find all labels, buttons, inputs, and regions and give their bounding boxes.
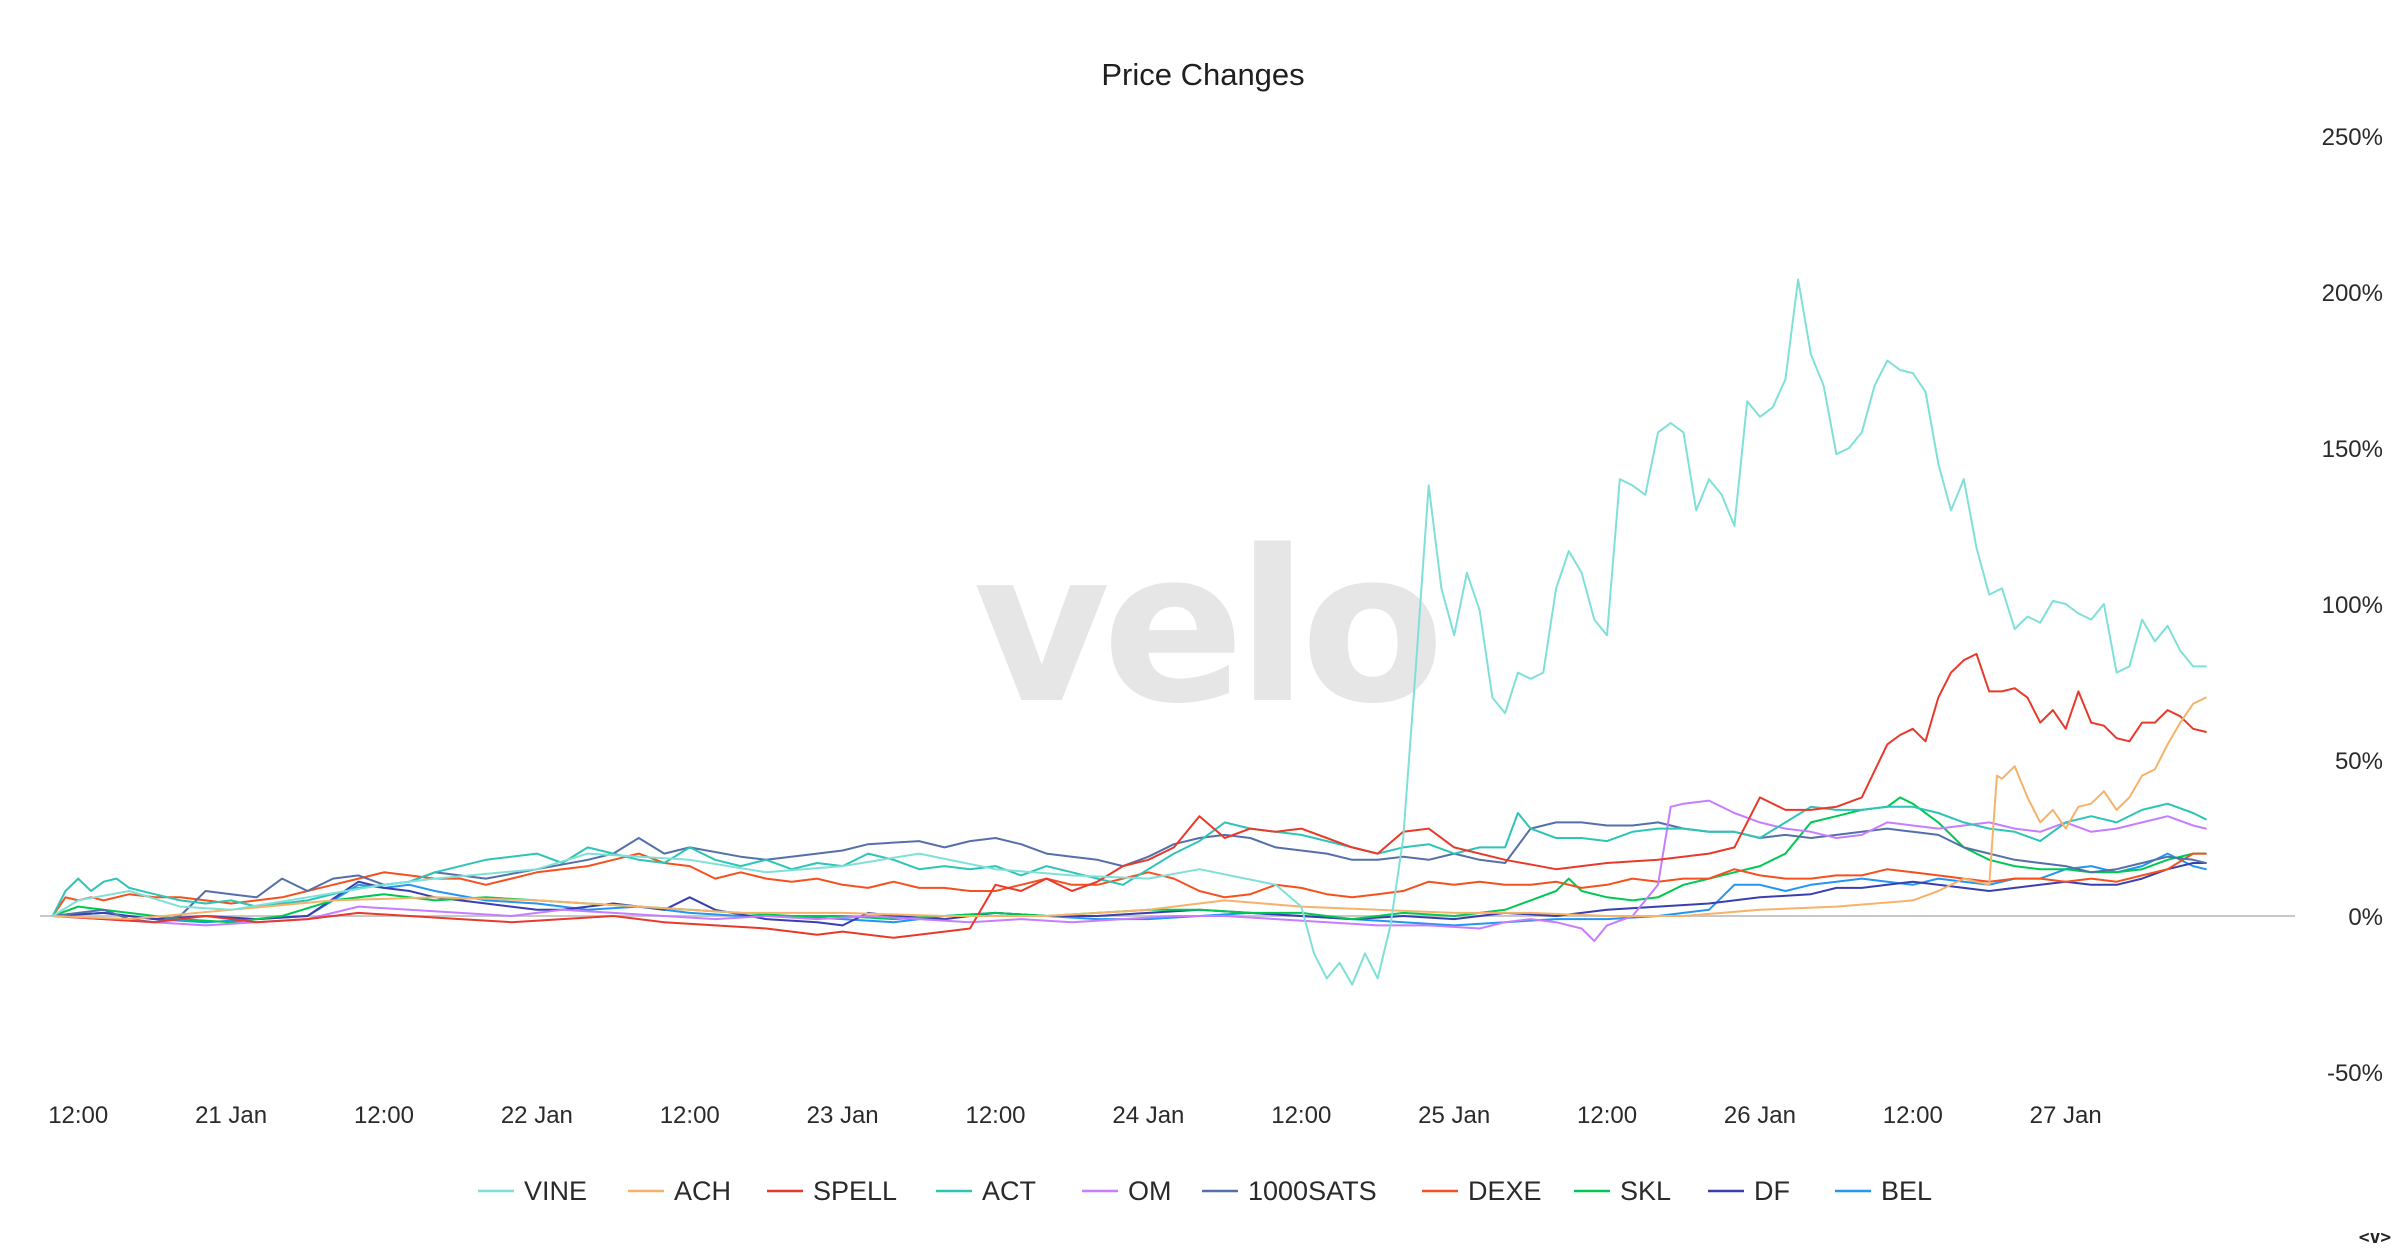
x-tick-label: 27 Jan	[2030, 1102, 2102, 1129]
x-tick-label: 24 Jan	[1112, 1102, 1184, 1129]
legend-label: BEL	[1881, 1176, 1932, 1206]
legend-label: OM	[1128, 1176, 1172, 1206]
series-layer	[51, 278, 2207, 986]
x-tick-label: 12:00	[354, 1102, 414, 1129]
series-line-ach	[51, 696, 2207, 921]
x-tick-label: 26 Jan	[1724, 1102, 1796, 1129]
legend-item-spell[interactable]: SPELL	[767, 1176, 897, 1206]
x-tick-label: 23 Jan	[807, 1102, 879, 1129]
legend-label: 1000SATS	[1248, 1176, 1377, 1206]
legend-item-df[interactable]: DF	[1708, 1176, 1790, 1206]
legend-item-ach[interactable]: ACH	[628, 1176, 731, 1206]
y-axis: 250% 200% 150% 100% 50% 0% -50%	[2322, 124, 2383, 1087]
legend-item-skl[interactable]: SKL	[1574, 1176, 1671, 1206]
legend: VINE ACH SPELL ACT OM 1000SATS DEXE SKL DF BEL	[478, 1176, 1932, 1206]
y-tick-label: 50%	[2335, 748, 2383, 775]
legend-item-bel[interactable]: BEL	[1835, 1176, 1932, 1206]
legend-label: SKL	[1620, 1176, 1671, 1206]
y-tick-label: 100%	[2322, 592, 2383, 619]
x-tick-label: 12:00	[1271, 1102, 1331, 1129]
legend-item-act[interactable]: ACT	[936, 1176, 1036, 1206]
legend-label: SPELL	[813, 1176, 897, 1206]
x-axis: 12:00 21 Jan 12:00 22 Jan 12:00 23 Jan 12:00 24…	[48, 1102, 2102, 1129]
velo-watermark: velo	[973, 505, 1437, 750]
collapse-toggle-icon[interactable]: <v>	[2359, 1227, 2392, 1248]
x-tick-label: 12:00	[1577, 1102, 1637, 1129]
legend-item-1000sats[interactable]: 1000SATS	[1202, 1176, 1377, 1206]
x-tick-label: 12:00	[660, 1102, 720, 1129]
y-tick-label: -50%	[2327, 1060, 2383, 1087]
series-line-vine	[51, 278, 2207, 986]
x-tick-label: 12:00	[48, 1102, 108, 1129]
y-tick-label: 200%	[2322, 280, 2383, 307]
x-tick-label: 25 Jan	[1418, 1102, 1490, 1129]
legend-label: ACT	[982, 1176, 1036, 1206]
series-line-om	[51, 799, 2207, 942]
legend-label: VINE	[524, 1176, 587, 1206]
legend-item-dexe[interactable]: DEXE	[1422, 1176, 1542, 1206]
series-line-spell	[51, 652, 2207, 939]
legend-item-vine[interactable]: VINE	[478, 1176, 587, 1206]
x-tick-label: 22 Jan	[501, 1102, 573, 1129]
series-line-df	[51, 862, 2207, 927]
legend-item-om[interactable]: OM	[1082, 1176, 1172, 1206]
legend-label: ACH	[674, 1176, 731, 1206]
x-tick-label: 21 Jan	[195, 1102, 267, 1129]
legend-label: DEXE	[1468, 1176, 1542, 1206]
chart-title: Price Changes	[1101, 57, 1304, 92]
y-tick-label: 0%	[2348, 904, 2383, 931]
x-tick-label: 12:00	[965, 1102, 1025, 1129]
x-tick-label: 12:00	[1883, 1102, 1943, 1129]
series-line-dexe	[51, 852, 2207, 917]
y-tick-label: 150%	[2322, 436, 2383, 463]
legend-label: DF	[1754, 1176, 1790, 1206]
y-tick-label: 250%	[2322, 124, 2383, 151]
